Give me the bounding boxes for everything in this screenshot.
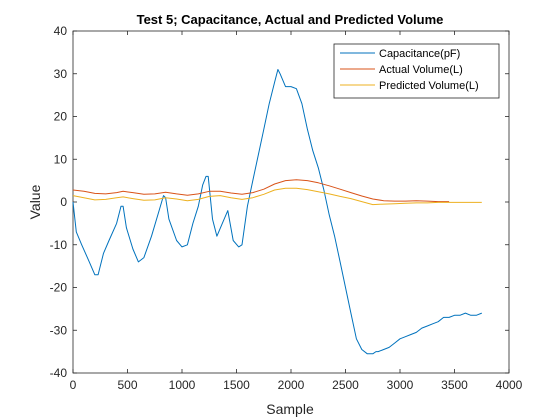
y-tick-label: -10 bbox=[50, 238, 68, 252]
y-tick-label: -40 bbox=[50, 366, 68, 380]
y-tick-label: 10 bbox=[54, 152, 68, 166]
legend: Capacitance(pF) Actual Volume(L) Predicted… bbox=[333, 43, 500, 99]
y-axis-ticks: -40 -30 -20 -10 0 10 20 30 40 bbox=[50, 24, 509, 380]
x-tick-label: 2000 bbox=[278, 378, 305, 392]
series-line-predicted-volume-l bbox=[72, 187, 482, 206]
y-tick-label: 30 bbox=[54, 67, 68, 81]
series-line-capacitance-pf bbox=[72, 69, 482, 355]
legend-entry: Capacitance(pF) bbox=[379, 48, 460, 60]
chart-title: Test 5; Capacitance, Actual and Predicte… bbox=[137, 12, 444, 27]
series-line-actual-volume-l bbox=[72, 179, 450, 203]
y-axis-label: Value bbox=[27, 184, 43, 219]
series-layer bbox=[72, 69, 482, 355]
x-tick-label: 0 bbox=[70, 378, 77, 392]
x-tick-label: 1500 bbox=[223, 378, 250, 392]
x-tick-label: 3000 bbox=[387, 378, 414, 392]
x-tick-label: 4000 bbox=[496, 378, 523, 392]
legend-entry: Predicted Volume(L) bbox=[379, 80, 479, 92]
y-tick-label: -20 bbox=[50, 281, 68, 295]
x-tick-label: 1000 bbox=[169, 378, 196, 392]
x-tick-label: 2500 bbox=[332, 378, 359, 392]
x-tick-label: 500 bbox=[117, 378, 137, 392]
x-tick-label: 3500 bbox=[441, 378, 468, 392]
x-axis-ticks: 0 500 1000 1500 2000 2500 3000 3500 4000 bbox=[70, 31, 523, 392]
y-tick-label: 20 bbox=[54, 110, 68, 124]
legend-entry: Actual Volume(L) bbox=[379, 64, 463, 76]
y-tick-label: 0 bbox=[60, 195, 67, 209]
x-axis-label: Sample bbox=[266, 401, 314, 417]
y-tick-label: 40 bbox=[54, 24, 68, 38]
y-tick-label: -30 bbox=[50, 323, 68, 337]
